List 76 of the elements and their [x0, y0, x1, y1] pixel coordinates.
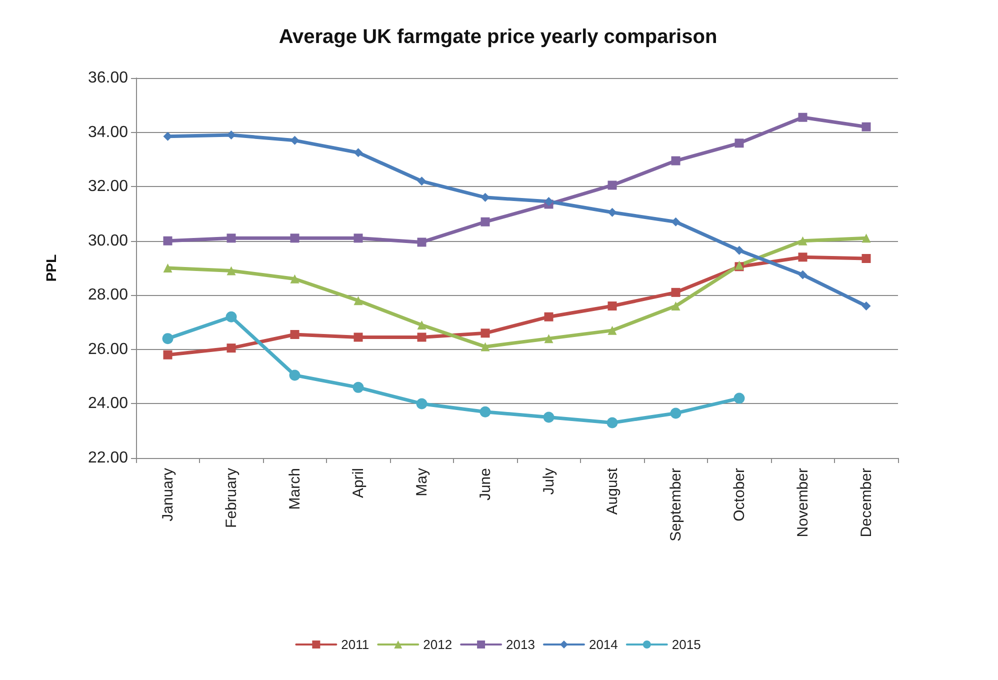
point [798, 270, 808, 280]
point [290, 330, 300, 339]
x-tick-label: May [413, 468, 430, 496]
y-tick-label: 30.00 [88, 232, 128, 250]
point [798, 252, 808, 262]
point [544, 312, 554, 322]
point [417, 320, 426, 330]
point [226, 234, 236, 243]
point [734, 392, 745, 404]
point [290, 274, 300, 284]
point [671, 302, 680, 310]
y-tick-label: 32.00 [88, 178, 128, 196]
x-tick-label: August [604, 467, 621, 515]
legend-label: 2015 [672, 637, 701, 652]
point [226, 344, 236, 353]
x-tick-label: September [667, 468, 684, 542]
point [480, 217, 490, 226]
y-tick-label: 28.00 [88, 286, 128, 304]
point [862, 234, 871, 243]
x-tick-label: October [730, 468, 748, 522]
point [354, 148, 363, 158]
y-tick-label: 22.00 [88, 450, 128, 466]
point [608, 302, 617, 310]
point [544, 197, 554, 206]
y-tick-label: 36.00 [88, 70, 128, 86]
x-tick-label: November [794, 468, 812, 538]
point [862, 302, 871, 310]
chart-title: Average UK farmgate price yearly comparison [278, 26, 718, 48]
point [480, 406, 491, 418]
y-axis-title: PPL [43, 254, 59, 282]
point [226, 311, 237, 322]
point [417, 176, 426, 186]
point [417, 238, 426, 247]
x-tick-label: February [222, 468, 240, 528]
y-tick-label: 24.00 [88, 395, 128, 412]
point [608, 180, 617, 190]
point [290, 234, 300, 243]
point [798, 112, 808, 122]
x-tick-label: July [540, 468, 558, 495]
point [226, 266, 236, 276]
point [354, 332, 363, 342]
point [289, 370, 300, 381]
y-tick-label: 26.00 [88, 340, 128, 358]
point [480, 342, 490, 352]
point [671, 288, 680, 297]
point [416, 398, 428, 410]
point [163, 350, 172, 360]
legend-label: 2011 [341, 637, 370, 652]
point [543, 412, 554, 423]
point [670, 408, 682, 419]
point [734, 246, 744, 255]
legend-label: 2014 [588, 637, 618, 652]
point [354, 234, 363, 243]
point [163, 236, 172, 246]
legend-label: 2013 [506, 637, 535, 652]
x-tick-label: March [286, 468, 304, 510]
point [798, 236, 808, 246]
x-tick-label: June [476, 468, 494, 501]
x-tick-label: April [350, 468, 367, 498]
point [862, 254, 871, 263]
point [480, 328, 490, 338]
point [417, 332, 426, 342]
x-tick-label: December [858, 468, 875, 538]
point [608, 326, 617, 335]
point [352, 382, 364, 393]
x-tick-label: January [159, 468, 176, 522]
point [734, 138, 744, 148]
point [862, 122, 871, 132]
point [671, 156, 680, 166]
legend-label: 2012 [423, 637, 452, 652]
point [354, 296, 363, 306]
y-tick-label: 34.00 [88, 124, 128, 141]
point [162, 333, 174, 344]
point [606, 417, 618, 428]
point [544, 334, 554, 344]
point [163, 264, 172, 272]
